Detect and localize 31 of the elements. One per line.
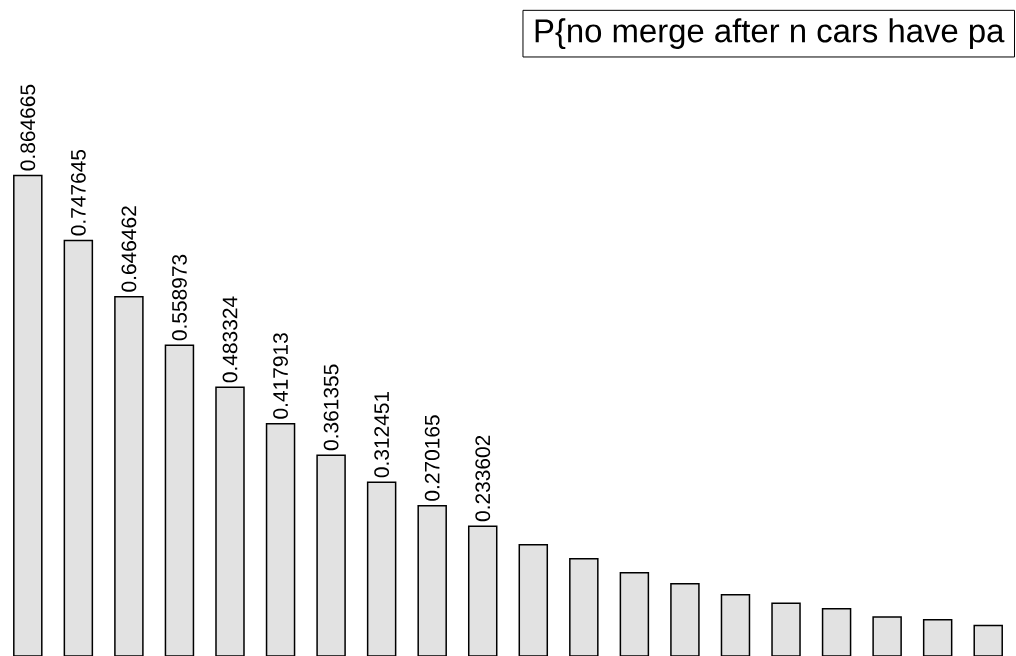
data-label: 0.864665 — [20, 84, 36, 171]
chart-title: P{no merge after n cars have pa — [535, 18, 1005, 49]
bar — [872, 616, 902, 656]
data-label: 0.270165 — [424, 415, 440, 501]
bar — [670, 583, 700, 656]
bar — [366, 481, 397, 656]
data-label: 0.361355 — [323, 364, 339, 451]
data-label: 0.558973 — [172, 254, 187, 341]
data-label: 0.646462 — [121, 206, 137, 292]
bar — [316, 454, 346, 656]
bar — [265, 422, 296, 656]
bar — [922, 619, 953, 656]
bar — [619, 571, 650, 656]
bar — [63, 239, 94, 656]
data-label: 0.747645 — [70, 149, 86, 236]
bar — [114, 295, 144, 656]
bar — [821, 608, 852, 656]
bar — [13, 174, 43, 656]
bar — [771, 602, 801, 656]
bar — [720, 594, 751, 656]
data-label: 0.312451 — [374, 391, 390, 478]
bar — [973, 624, 1003, 656]
bar — [569, 557, 599, 656]
bar — [518, 544, 549, 656]
data-label: 0.483324 — [222, 296, 238, 383]
bar — [417, 505, 447, 656]
bar — [467, 525, 498, 656]
bar — [164, 344, 195, 656]
data-label: 0.233602 — [475, 435, 491, 522]
bar — [215, 386, 245, 656]
data-label: 0.417913 — [273, 333, 288, 419]
